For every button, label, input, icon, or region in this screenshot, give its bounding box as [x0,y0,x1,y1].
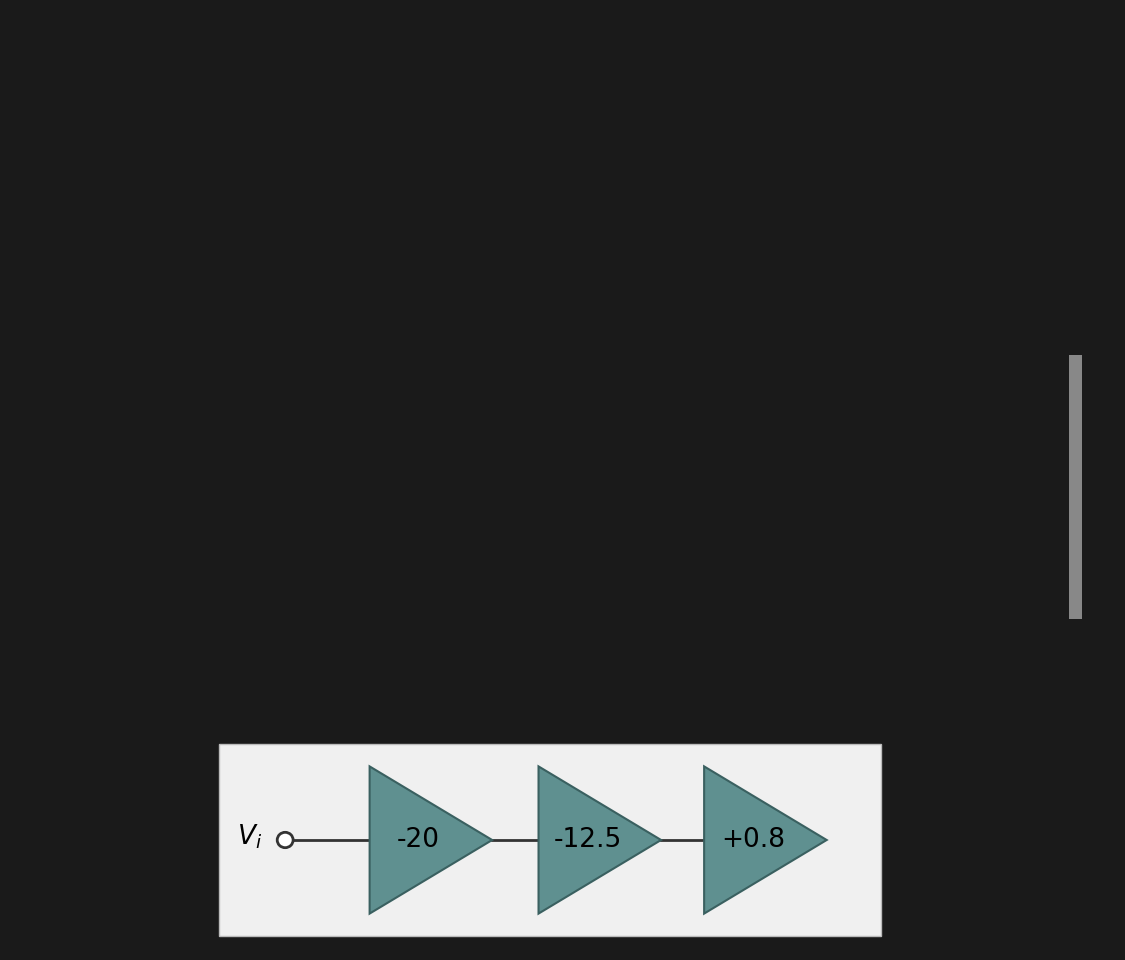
Text: b)  Find the voltage gain that would be: b) Find the voltage gain that would be [229,727,716,751]
Text: +0.8: +0.8 [721,827,785,853]
Text: 1): 1) [229,40,259,64]
Text: -12.5: -12.5 [554,827,622,853]
Text: $V_i$: $V_i$ [237,823,262,852]
Polygon shape [704,766,827,914]
Text: $\bf{Vo = - }$$\bf{3V_1+V_2}$ $\bf{.}$ We intend to use an: $\bf{Vo = - }$$\bf{3V_1+V_2}$ $\bf{.}$ W… [229,178,723,204]
Text: needed in a fourth stage which would make: needed in a fourth stage which would mak… [229,787,780,811]
Text: 2): 2) [229,452,259,476]
Text: The individual gains of the stages in a: The individual gains of the stages in a [284,452,760,476]
Text: -20: -20 [397,827,440,853]
Bar [219,744,881,936]
Text: multistage amplifier are shown in Figure: multistage amplifier are shown in Figure [229,513,735,537]
Text: below.: below. [229,573,309,597]
FancyBboxPatch shape [1068,328,1083,646]
Circle shape [277,832,294,848]
Text: operational amplifier (741).: operational amplifier (741). [229,238,575,262]
Polygon shape [539,766,662,914]
Text: the overall gain to be 65 dB when added.: the overall gain to be 65 dB when added. [229,848,749,872]
Polygon shape [370,766,492,914]
Text: Design the circuit with calculation of the: Design the circuit with calculation of t… [229,315,737,339]
Text: A B-Tech Project requires an amplifier: A B-Tech Project requires an amplifier [284,40,752,64]
Text: with two inputs $V_1$ & $V_2$ and output: with two inputs $V_1$ & $V_2$ and output [229,101,669,129]
Text: values of the circuit elements.: values of the circuit elements. [229,375,610,399]
Text: a)  Calculate the overall voltage gain $\mathit{vo/vi}$ .: a) Calculate the overall voltage gain $\… [229,650,776,678]
